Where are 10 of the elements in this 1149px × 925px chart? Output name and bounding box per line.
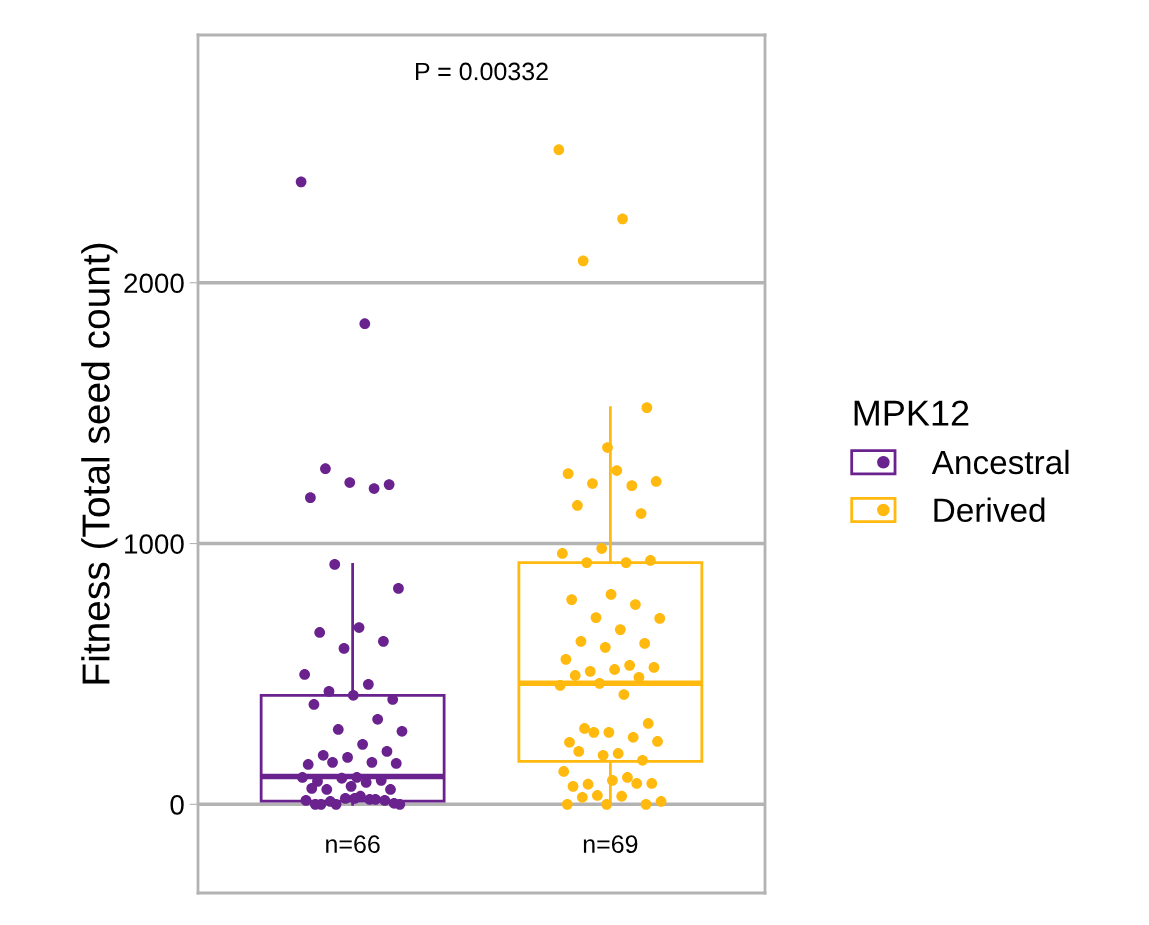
x-tick-label: n=69 — [583, 835, 638, 854]
legend-label: Derived — [934, 497, 1045, 522]
y-tick-label: 2000 — [124, 273, 184, 294]
legend-title: MPK12 — [854, 400, 969, 426]
y-tick-label: 1000 — [125, 534, 184, 554]
y-tick-label: 0 — [170, 795, 184, 815]
y-axis-title: Fitness (Total seed count) — [81, 243, 118, 684]
annotation: P = 0.00332 — [416, 62, 548, 81]
x-tick-label: n=66 — [326, 835, 380, 854]
legend-label: Ancestral — [931, 449, 1069, 475]
